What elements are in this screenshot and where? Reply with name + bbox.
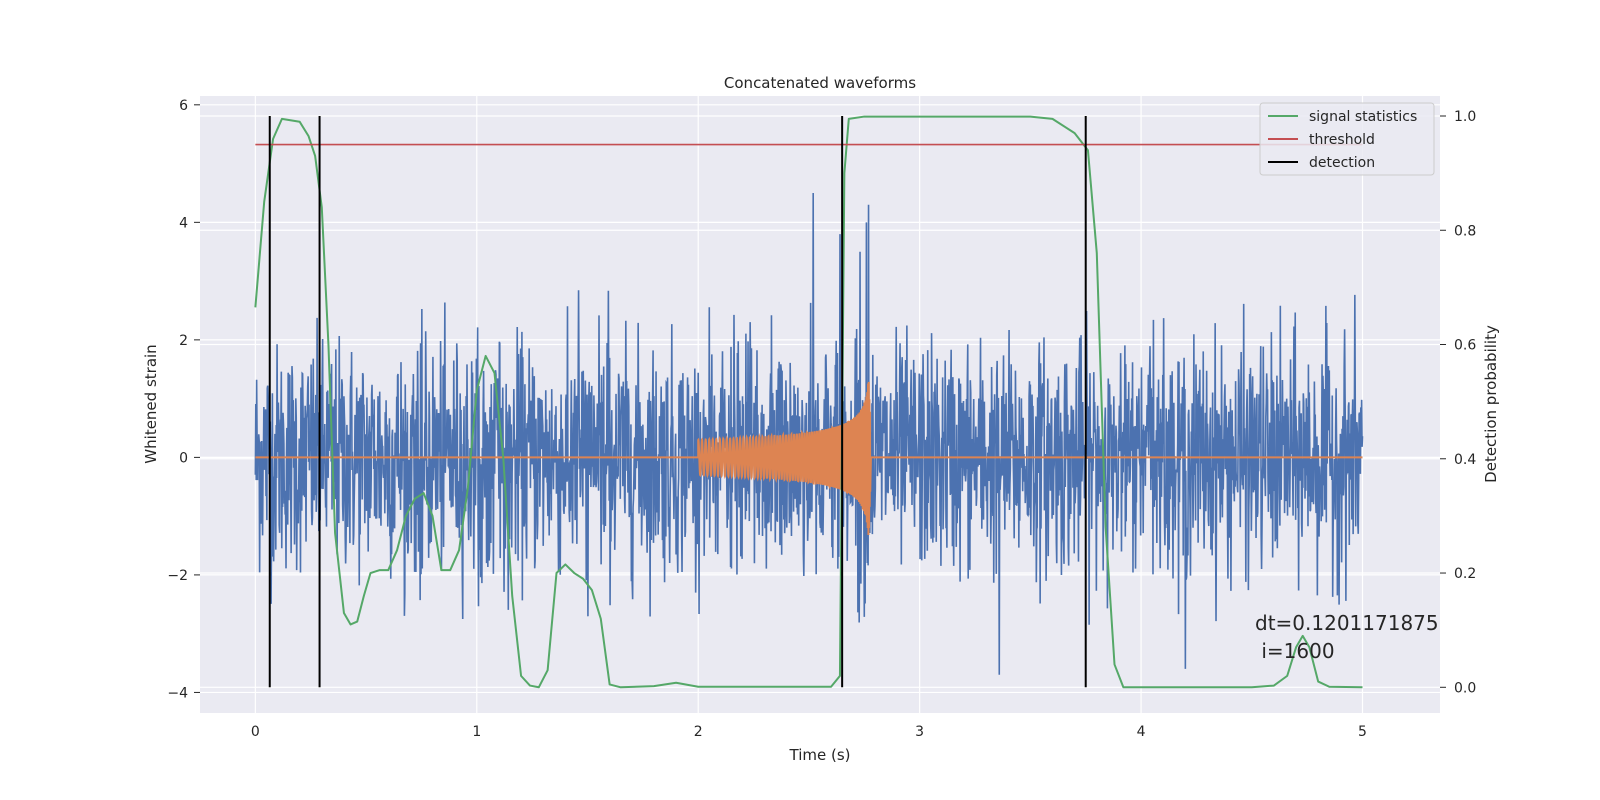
grid (200, 96, 1440, 713)
chart-title: Concatenated waveforms (724, 74, 916, 92)
x-axis-label: Time (s) (789, 746, 851, 764)
y-tick-label-right: 1.0 (1454, 109, 1476, 125)
annotation-index: i=1600 (1255, 639, 1335, 663)
y-tick-label-right: 0.4 (1454, 452, 1476, 468)
y-axis-label-right: Detection probability (1482, 325, 1500, 483)
annotation-dt: dt=0.1201171875 (1255, 611, 1439, 635)
y-tick-label-right: 0.8 (1454, 223, 1476, 239)
x-tick-label: 2 (694, 724, 703, 740)
axis-ticks: 0 1 2 3 4 5 −4 −2 0 2 4 6 0.0 0.2 0.4 0.6 0.8 1.0 (167, 98, 1476, 740)
x-tick-label: 4 (1137, 724, 1146, 740)
y-tick-label-right: 0.2 (1454, 566, 1476, 582)
y-tick-label-left: 4 (179, 215, 188, 231)
legend-label-signal-statistics: signal statistics (1309, 109, 1417, 125)
y-tick-label-right: 0.6 (1454, 338, 1476, 354)
x-tick-label: 3 (915, 724, 924, 740)
y-tick-label-left: 0 (179, 450, 188, 466)
legend: signal statistics threshold detection (1259, 102, 1435, 176)
plot-content (254, 115, 1364, 689)
legend-label-threshold: threshold (1309, 132, 1375, 148)
plot-area (200, 96, 1440, 713)
strain-noise-line (254, 192, 1364, 675)
x-tick-label: 1 (472, 724, 481, 740)
y-tick-label-left: −2 (167, 568, 188, 584)
y-axis-label-left: Whitened strain (142, 344, 160, 463)
y-tick-label-left: 6 (179, 98, 188, 114)
x-tick-label: 0 (251, 724, 260, 740)
x-tick-label: 5 (1358, 724, 1367, 740)
y-tick-label-left: −4 (167, 685, 188, 701)
legend-box (1259, 102, 1435, 176)
y-tick-label-right: 0.0 (1454, 680, 1476, 696)
signal-statistics-line (254, 115, 1363, 689)
legend-label-detection: detection (1309, 155, 1375, 171)
y-tick-label-left: 2 (179, 333, 188, 349)
